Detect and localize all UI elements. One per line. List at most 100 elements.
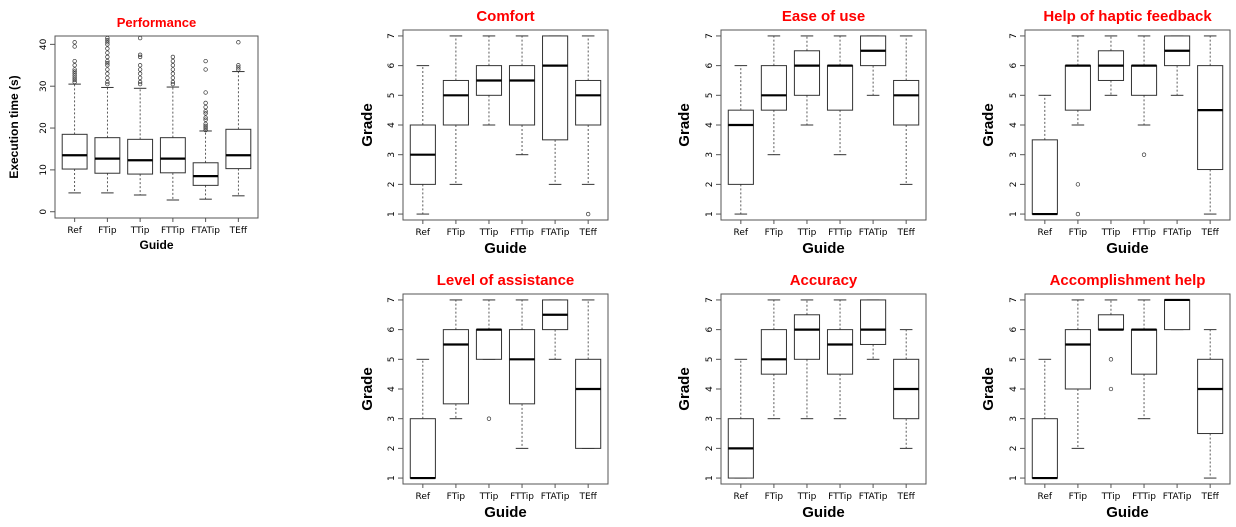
x-tick-label: FTATip bbox=[859, 492, 888, 502]
y-tick-label: 1 bbox=[387, 475, 397, 481]
y-tick-label: 2 bbox=[1009, 182, 1019, 188]
outlier-point bbox=[586, 211, 591, 217]
box-iqr bbox=[442, 79, 469, 126]
box-iqr bbox=[1031, 418, 1058, 479]
y-tick-label: 3 bbox=[1009, 416, 1019, 422]
outlier-point bbox=[137, 81, 143, 87]
outlier-point bbox=[1141, 152, 1147, 157]
outlier-point bbox=[105, 50, 110, 55]
outlier-point bbox=[105, 81, 110, 87]
box-iqr bbox=[1164, 299, 1191, 331]
outlier-point bbox=[203, 104, 208, 110]
outlier-point bbox=[203, 111, 208, 116]
y-tick-label: 1 bbox=[705, 475, 715, 481]
outlier-point bbox=[72, 73, 77, 78]
outlier-point bbox=[236, 67, 241, 72]
box-iqr bbox=[1064, 329, 1091, 390]
x-tick-label: FTip bbox=[765, 492, 784, 502]
x-tick-label: FTip bbox=[98, 226, 117, 236]
box-iqr bbox=[409, 418, 436, 479]
box-FTTip bbox=[159, 54, 186, 201]
box-FTATip bbox=[1164, 35, 1191, 96]
y-axis-label: Grade bbox=[980, 367, 997, 410]
box-FTip bbox=[1064, 35, 1091, 217]
y-tick-label: 2 bbox=[387, 182, 397, 188]
outlier-point bbox=[72, 69, 77, 74]
outlier-point bbox=[170, 63, 176, 68]
y-tick-label: 6 bbox=[705, 326, 715, 332]
chart-ease_of_use: Ease of use 1 2 3 4 5 6 7 Grade Ref FTip TTip FTTip F… bbox=[676, 8, 927, 257]
outlier-point bbox=[105, 46, 110, 51]
outlier-point bbox=[236, 65, 241, 70]
box-iqr bbox=[127, 138, 154, 175]
chart-comfort: Comfort 1 2 3 4 5 6 7 Grade Ref FTip TTip FTTip FTATi… bbox=[359, 8, 609, 257]
outlier-point bbox=[203, 58, 208, 64]
x-tick-label: FTTip bbox=[510, 492, 534, 502]
x-tick-label: TEff bbox=[578, 492, 597, 502]
x-tick-label: FTip bbox=[1069, 492, 1088, 502]
x-tick-label: TTip bbox=[479, 228, 499, 238]
x-axis-label: Guide bbox=[1106, 240, 1149, 257]
outlier-point bbox=[203, 125, 208, 131]
y-tick-label: 6 bbox=[1009, 62, 1019, 68]
x-tick-label: TEff bbox=[896, 492, 915, 502]
box-FTTip bbox=[508, 299, 536, 449]
box-FTATip bbox=[542, 35, 569, 185]
chart-accuracy: Accuracy 1 2 3 4 5 6 7 Grade Ref FTip TTip FTTip FTAT… bbox=[676, 272, 927, 521]
y-tick-label: 7 bbox=[705, 297, 715, 303]
box-FTATip bbox=[860, 299, 887, 360]
chart-assistance: Level of assistance 1 2 3 4 5 6 7 Grade Ref FTip TT… bbox=[359, 272, 609, 521]
x-tick-label: Ref bbox=[1038, 492, 1053, 502]
box-iqr bbox=[793, 314, 821, 360]
box-Ref bbox=[409, 358, 436, 480]
x-tick-label: FTATip bbox=[1163, 228, 1192, 238]
outlier-point bbox=[105, 75, 110, 80]
chart-title: Accomplishment help bbox=[1050, 272, 1206, 289]
x-tick-label: Ref bbox=[1038, 228, 1053, 238]
outlier-point bbox=[203, 123, 208, 129]
box-Ref bbox=[727, 65, 754, 215]
box-iqr bbox=[192, 162, 219, 186]
chart-title: Comfort bbox=[476, 8, 534, 25]
box-iqr bbox=[793, 50, 821, 96]
box-iqr bbox=[826, 65, 854, 111]
y-tick-label: 5 bbox=[387, 92, 397, 98]
x-tick-label: TTip bbox=[1101, 228, 1121, 238]
x-tick-label: FTATip bbox=[541, 492, 570, 502]
x-tick-label: TTip bbox=[797, 492, 817, 502]
outlier-point bbox=[72, 79, 77, 85]
box-iqr bbox=[508, 65, 536, 126]
box-iqr bbox=[1031, 139, 1058, 215]
chart-title: Help of haptic feedback bbox=[1043, 8, 1212, 25]
y-tick-label: 7 bbox=[1009, 297, 1019, 303]
x-axis-label: Guide bbox=[484, 504, 527, 521]
y-tick-label: 6 bbox=[705, 62, 715, 68]
x-tick-label: Ref bbox=[416, 492, 431, 502]
box-iqr bbox=[760, 329, 787, 375]
box-FTTip bbox=[826, 299, 854, 420]
y-tick-label: 4 bbox=[1009, 386, 1019, 392]
y-tick-label: 7 bbox=[387, 297, 397, 303]
box-TEff bbox=[575, 299, 602, 449]
outlier-point bbox=[137, 67, 143, 72]
box-iqr bbox=[442, 329, 469, 405]
x-tick-label: FTip bbox=[447, 492, 466, 502]
y-tick-label: 5 bbox=[705, 92, 715, 98]
x-axis-label: Guide bbox=[802, 240, 845, 257]
plot-frame bbox=[54, 35, 259, 219]
box-iqr bbox=[1130, 329, 1158, 375]
box-TEff bbox=[225, 40, 252, 197]
outlier-point bbox=[137, 79, 143, 85]
outlier-point bbox=[72, 67, 77, 72]
y-tick-label: 4 bbox=[1009, 122, 1019, 128]
y-tick-label: 20 bbox=[39, 122, 49, 134]
outlier-point bbox=[203, 90, 208, 95]
outlier-point bbox=[137, 63, 143, 68]
y-tick-label: 40 bbox=[39, 38, 49, 50]
y-tick-label: 3 bbox=[387, 152, 397, 158]
box-FTTip bbox=[508, 35, 536, 156]
box-iqr bbox=[1197, 65, 1224, 171]
y-tick-label: 3 bbox=[387, 416, 397, 422]
y-tick-label: 1 bbox=[705, 211, 715, 217]
outlier-point bbox=[105, 58, 110, 64]
